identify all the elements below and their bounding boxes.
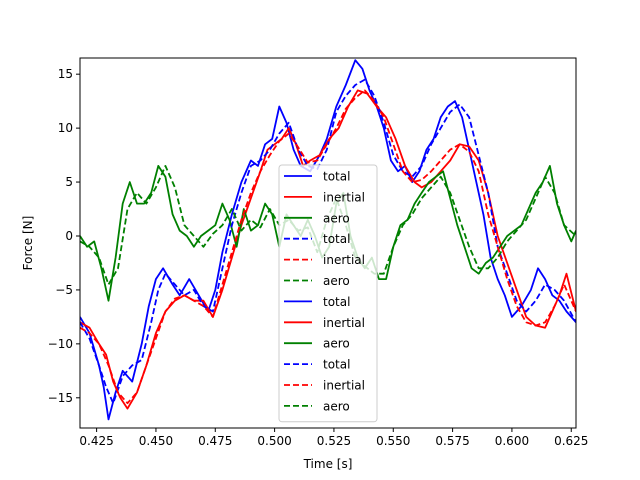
y-tick-label: −10	[48, 337, 73, 351]
y-tick-label: −15	[48, 391, 73, 405]
series-total-solid-line	[80, 59, 576, 421]
legend: total inertial aero total inertial aero total i…	[278, 164, 378, 423]
x-tick-label: 0.425	[79, 434, 113, 448]
series-inertial-dashed-line	[80, 89, 576, 405]
x-tick-label: 0.600	[495, 434, 529, 448]
legend-label: inertial	[323, 316, 365, 330]
legend-label: inertial	[323, 190, 365, 204]
y-axis-label: Force [N]	[21, 216, 35, 271]
legend-label: aero	[323, 399, 350, 413]
y-tick-label: −5	[55, 283, 73, 297]
x-tick-label: 0.500	[257, 434, 291, 448]
legend-box	[278, 164, 378, 423]
legend-label: aero	[323, 211, 350, 225]
y-tick-label: 0	[65, 229, 73, 243]
legend-label: total	[323, 170, 350, 184]
legend-label: total	[323, 232, 350, 246]
legend-label: total	[323, 295, 350, 309]
x-axis-label: Time [s]	[303, 457, 353, 471]
x-ticks: 0.425 0.450 0.475 0.500 0.525 0.550 0.575 0.600…	[79, 428, 588, 448]
series-total-dashed-line	[80, 78, 576, 405]
y-tick-label: 5	[65, 175, 73, 189]
y-tick-label: 10	[58, 121, 73, 135]
legend-label: inertial	[323, 379, 365, 393]
x-tick-label: 0.450	[139, 434, 173, 448]
legend-label: aero	[323, 337, 350, 351]
x-tick-label: 0.625	[554, 434, 588, 448]
legend-label: inertial	[323, 253, 365, 267]
x-tick-label: 0.575	[435, 434, 469, 448]
x-tick-label: 0.550	[376, 434, 410, 448]
x-tick-label: 0.475	[198, 434, 232, 448]
axes-frame	[79, 57, 577, 429]
legend-label: total	[323, 358, 350, 372]
y-tick-label: 15	[58, 67, 73, 81]
legend-label: aero	[323, 274, 350, 288]
y-ticks: −15 −10 −5 0 5 10 15	[48, 67, 80, 405]
x-tick-label: 0.525	[317, 434, 351, 448]
